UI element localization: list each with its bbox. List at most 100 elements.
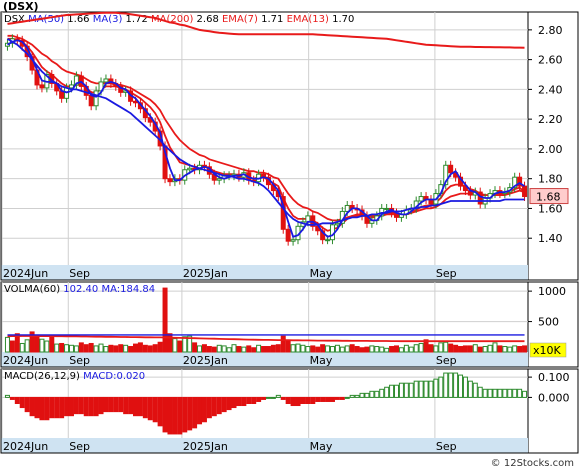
macd-bar-negative	[123, 396, 129, 415]
volume-bar	[216, 344, 222, 353]
legend-entry: DSX	[4, 14, 25, 25]
volume-bar	[39, 338, 45, 353]
macd-bar-positive	[433, 378, 439, 398]
volume-bar	[315, 346, 321, 353]
macd-bar-negative	[24, 396, 30, 413]
volume-bar	[512, 345, 518, 353]
candle-up	[334, 222, 340, 226]
macd-bar-positive	[428, 380, 434, 398]
volume-bar	[123, 344, 129, 353]
volume-bar	[182, 336, 188, 353]
macd-bar-positive	[492, 388, 498, 398]
volume-bar	[339, 346, 345, 353]
volume-bar	[231, 344, 237, 353]
volume-bar	[172, 338, 178, 353]
ma3-line	[7, 39, 525, 238]
panel-legend: MACD(26,12,9) MACD:0.020	[4, 371, 145, 382]
ma200-line	[7, 11, 525, 49]
macd-bar-negative	[59, 396, 65, 419]
volume-bar	[418, 342, 424, 353]
volume-bar	[177, 340, 183, 353]
volume-bar	[147, 345, 153, 353]
panel-frame	[0, 11, 579, 281]
date-tick-label: 2025Jan	[183, 267, 228, 280]
volume-bar	[192, 342, 198, 353]
legend-entry: MACD(26,12,9)	[4, 371, 80, 382]
volume-bar	[108, 344, 114, 353]
volume-bar	[113, 345, 119, 353]
candle-up	[4, 42, 10, 47]
candle-up	[93, 90, 99, 107]
volume-bar	[211, 346, 217, 353]
volume-bar	[517, 346, 523, 353]
macd-bar-positive	[487, 388, 493, 398]
macd-bar-negative	[9, 396, 15, 400]
volume-bar	[19, 342, 25, 353]
date-tick-label: May	[310, 267, 333, 280]
volume-bar	[9, 340, 15, 353]
macd-bar-positive	[418, 380, 424, 398]
y-tick-label: 2.40	[538, 83, 563, 96]
volume-bar	[73, 345, 79, 353]
volume-bar	[477, 346, 483, 353]
last-price-label: 1.68	[536, 191, 561, 204]
legend-entry: MA:184.84	[98, 284, 155, 295]
macd-bar-positive	[354, 394, 360, 398]
volume-bar	[59, 342, 65, 353]
date-tick-label: Sep	[69, 440, 90, 453]
macd-bar-positive	[394, 384, 399, 398]
volume-bar	[492, 342, 498, 353]
volume-bar	[448, 343, 454, 353]
macd-bar-negative	[14, 396, 20, 405]
candle-down	[477, 191, 483, 205]
macd-bar-negative	[39, 396, 45, 421]
volume-bar	[433, 345, 439, 353]
macd-bar-negative	[236, 396, 242, 407]
legend-entry: MA(200)	[148, 14, 194, 25]
volume-bar	[118, 344, 124, 353]
volume-unit-label: x10K	[533, 344, 562, 357]
macd-bar-positive	[364, 392, 370, 398]
volume-bar	[256, 344, 262, 353]
volume-unit-badge	[529, 342, 567, 358]
date-axis-band	[1, 265, 528, 280]
macd-bar-positive	[458, 374, 464, 398]
macd-bar-positive	[482, 388, 488, 398]
volume-bar	[162, 287, 168, 353]
legend-entry: MA(50)	[25, 14, 64, 25]
macd-bar-negative	[54, 396, 60, 419]
volume-bar	[374, 346, 380, 353]
macd-bar-positive	[349, 394, 355, 398]
candle-down	[285, 228, 291, 242]
candle-up	[443, 164, 449, 186]
macd-bar-negative	[64, 396, 70, 417]
y-tick-label: 2.80	[538, 24, 563, 37]
macd-bar-negative	[329, 396, 335, 402]
volume-bar	[44, 340, 50, 353]
macd-bar-negative	[49, 396, 55, 419]
macd-bar-negative	[19, 396, 25, 409]
macd-bar-negative	[334, 396, 340, 400]
volume-bar	[443, 341, 449, 353]
volume-bar	[78, 342, 84, 353]
last-price-badge	[529, 188, 569, 205]
volume-bar	[24, 339, 30, 353]
macd-bar-negative	[305, 396, 311, 405]
volume-bar	[462, 345, 468, 353]
y-tick-label: 2.20	[538, 113, 563, 126]
macd-bar-negative	[147, 396, 153, 421]
macd-bar-positive	[398, 382, 404, 398]
volume-bar	[64, 344, 70, 353]
volume-bar	[384, 347, 390, 353]
date-tick-label: Sep	[436, 267, 457, 280]
volume-bar	[187, 335, 193, 353]
volume-bar	[359, 347, 365, 353]
volume-bar	[34, 334, 40, 353]
macd-bar-positive	[384, 386, 390, 398]
y-tick-label: 0.000	[538, 391, 570, 404]
volume-bar	[482, 346, 488, 353]
volume-bar	[389, 346, 395, 353]
volume-bar	[88, 342, 94, 353]
date-tick-label: May	[310, 354, 333, 367]
volume-bar	[472, 344, 478, 353]
